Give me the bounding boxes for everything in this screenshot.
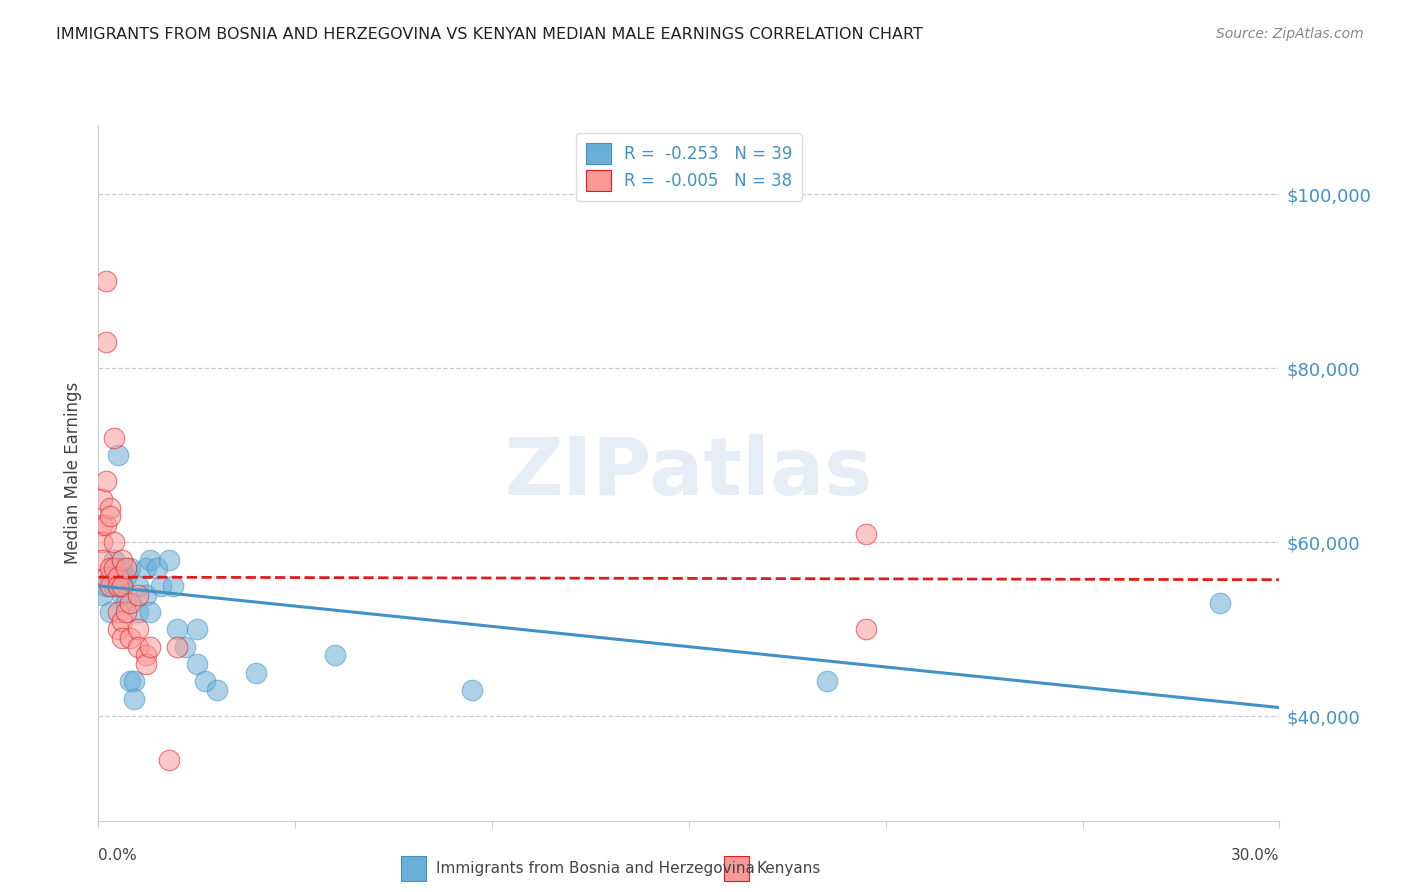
Point bbox=[98, 579, 121, 593]
Point bbox=[96, 517, 118, 532]
Text: Immigrants from Bosnia and Herzegovina: Immigrants from Bosnia and Herzegovina bbox=[436, 862, 755, 876]
Point bbox=[107, 570, 129, 584]
Point bbox=[111, 614, 134, 628]
Point bbox=[146, 561, 169, 575]
Point bbox=[91, 552, 114, 567]
Point bbox=[115, 561, 138, 575]
Point bbox=[98, 509, 121, 524]
Point bbox=[103, 552, 125, 567]
Point bbox=[107, 561, 129, 575]
Point bbox=[138, 640, 160, 654]
Point bbox=[138, 552, 160, 567]
Point bbox=[135, 657, 157, 671]
Point bbox=[98, 605, 121, 619]
Point bbox=[111, 552, 134, 567]
Point bbox=[96, 570, 118, 584]
Point bbox=[194, 674, 217, 689]
Text: IMMIGRANTS FROM BOSNIA AND HERZEGOVINA VS KENYAN MEDIAN MALE EARNINGS CORRELATIO: IMMIGRANTS FROM BOSNIA AND HERZEGOVINA V… bbox=[56, 27, 924, 42]
Point bbox=[186, 623, 208, 637]
Point bbox=[166, 640, 188, 654]
Y-axis label: Median Male Earnings: Median Male Earnings bbox=[65, 382, 83, 564]
Point bbox=[323, 648, 346, 663]
Text: 0.0%: 0.0% bbox=[98, 848, 138, 863]
Point bbox=[111, 631, 134, 645]
Point bbox=[157, 753, 180, 767]
Text: Kenyans: Kenyans bbox=[756, 862, 821, 876]
Point bbox=[107, 579, 129, 593]
Legend: R =  -0.253   N = 39, R =  -0.005   N = 38: R = -0.253 N = 39, R = -0.005 N = 38 bbox=[575, 133, 803, 201]
Point bbox=[205, 683, 228, 698]
Point bbox=[103, 431, 125, 445]
Point bbox=[166, 623, 188, 637]
Point bbox=[118, 561, 141, 575]
Point bbox=[122, 692, 145, 706]
Point bbox=[98, 500, 121, 515]
Text: Source: ZipAtlas.com: Source: ZipAtlas.com bbox=[1216, 27, 1364, 41]
Point bbox=[174, 640, 197, 654]
Point bbox=[91, 491, 114, 506]
Point bbox=[91, 517, 114, 532]
Point bbox=[103, 535, 125, 549]
Point bbox=[115, 605, 138, 619]
Point bbox=[127, 605, 149, 619]
Point bbox=[186, 657, 208, 671]
Point bbox=[111, 588, 134, 602]
Point bbox=[855, 623, 877, 637]
Point bbox=[91, 535, 114, 549]
Point bbox=[107, 605, 129, 619]
Point bbox=[111, 579, 134, 593]
Point bbox=[118, 631, 141, 645]
Point bbox=[115, 570, 138, 584]
Point bbox=[127, 579, 149, 593]
Point bbox=[162, 579, 184, 593]
Point bbox=[135, 588, 157, 602]
Point bbox=[107, 579, 129, 593]
Point bbox=[96, 475, 118, 489]
Point bbox=[107, 623, 129, 637]
Point bbox=[96, 274, 118, 288]
Point bbox=[103, 561, 125, 575]
Point bbox=[245, 665, 267, 680]
Point bbox=[127, 623, 149, 637]
Point bbox=[127, 588, 149, 602]
Text: 30.0%: 30.0% bbox=[1232, 848, 1279, 863]
Point bbox=[118, 596, 141, 610]
Point bbox=[135, 561, 157, 575]
Point bbox=[127, 640, 149, 654]
Point bbox=[98, 561, 121, 575]
Point bbox=[115, 596, 138, 610]
Point bbox=[122, 674, 145, 689]
Point bbox=[135, 648, 157, 663]
Point bbox=[461, 683, 484, 698]
Point bbox=[96, 335, 118, 350]
Point bbox=[138, 605, 160, 619]
Point bbox=[98, 570, 121, 584]
Text: ZIPatlas: ZIPatlas bbox=[505, 434, 873, 512]
Point bbox=[150, 579, 173, 593]
Point bbox=[855, 526, 877, 541]
Point bbox=[1209, 596, 1232, 610]
Point bbox=[111, 579, 134, 593]
Point bbox=[91, 588, 114, 602]
Point bbox=[815, 674, 838, 689]
Point bbox=[107, 449, 129, 463]
Point bbox=[111, 561, 134, 575]
Point bbox=[103, 579, 125, 593]
Point bbox=[157, 552, 180, 567]
Point bbox=[118, 674, 141, 689]
Point bbox=[96, 579, 118, 593]
